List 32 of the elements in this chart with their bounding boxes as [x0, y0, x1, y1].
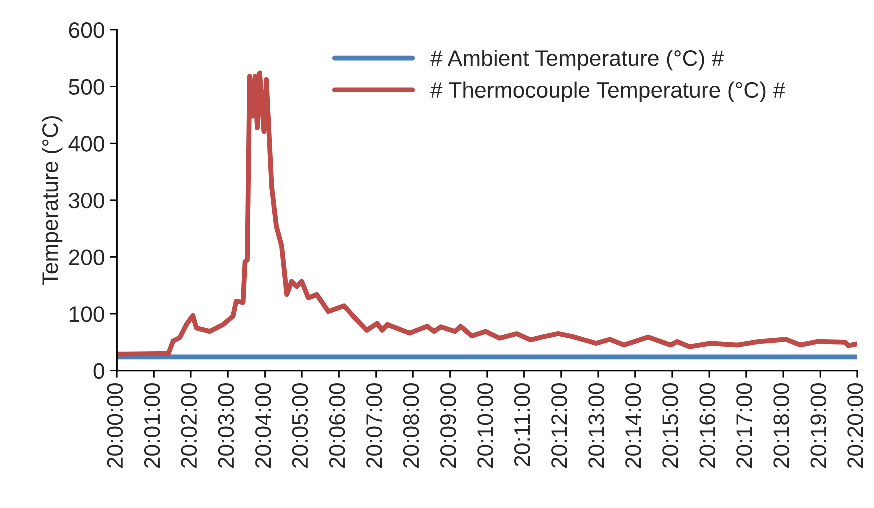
x-tick-label: 20:05:00	[292, 384, 308, 468]
x-tick-label: 20:17:00	[736, 384, 752, 468]
y-tick-label: 500	[69, 79, 104, 96]
x-tick-label: 20:16:00	[700, 384, 716, 468]
y-tick-label: 100	[70, 306, 104, 322]
x-tick-label: 20:07:00	[366, 384, 382, 468]
x-tick-label: 20:01:00	[144, 384, 160, 468]
x-tick-label: 20:14:00	[626, 384, 642, 468]
y-tick-label: 400	[68, 136, 104, 152]
x-tick-label: 20:18:00	[774, 384, 790, 468]
x-tick-label: 20:15:00	[662, 384, 678, 468]
y-axis-title: Temperature (°C)	[42, 116, 63, 286]
x-tick-label: 20:10:00	[478, 384, 494, 468]
x-tick-label: 20:12:00	[552, 384, 568, 468]
y-tick-label: 300	[69, 192, 104, 209]
x-tick-label: 20:06:00	[329, 384, 346, 468]
y-tick-label: 0	[94, 363, 104, 380]
line-series	[117, 70, 858, 357]
x-tick-label: 20:13:00	[588, 384, 604, 468]
legend-label: # Ambient Temperature (°C) #	[430, 50, 724, 71]
y-tick-label: 600	[69, 22, 104, 38]
y-tick-label: 200	[69, 250, 104, 266]
x-tick-label: 20:11:00	[514, 384, 530, 466]
x-tick-label: 20:20:00	[848, 384, 864, 468]
x-tick-label: 20:08:00	[403, 384, 420, 468]
x-tick-label: 20:04:00	[255, 384, 272, 468]
x-tick-label: 20:00:00	[107, 384, 124, 468]
x-tick-label: 20:09:00	[440, 384, 456, 468]
legend-label: # Thermocouple Temperature (°C) #	[430, 82, 786, 103]
x-tick-label: 20:19:00	[810, 384, 826, 468]
x-tick-label: 20:03:00	[218, 384, 234, 468]
x-tick-label: 20:02:00	[181, 384, 198, 468]
